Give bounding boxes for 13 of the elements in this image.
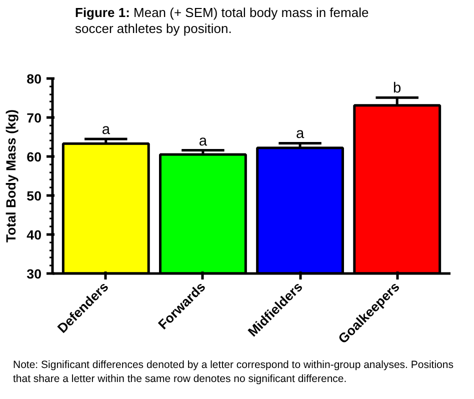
- y-tick-label: 30: [26, 266, 42, 282]
- annotation: a: [102, 122, 111, 138]
- y-tick-label: 80: [26, 72, 42, 86]
- y-tick-label: 70: [26, 110, 42, 126]
- y-axis-title: Total Body Mass (kg): [4, 109, 19, 243]
- annotation: a: [296, 126, 305, 142]
- annotation: a: [198, 133, 208, 150]
- y-tick-label: 50: [26, 188, 42, 204]
- text: Note: Significant differences denoted by a letter correspond to within-group analyses. Positions that share a letter within the same row denotes no significant difference.: [13, 359, 454, 386]
- y-tick-label: 60: [26, 150, 42, 164]
- y-tick-label: 40: [26, 228, 42, 242]
- chart-title: Figure 1: Mean (+ SEM) total body mass in female soccer athletes by position.: [75, 5, 370, 38]
- annotation: b: [393, 80, 402, 97]
